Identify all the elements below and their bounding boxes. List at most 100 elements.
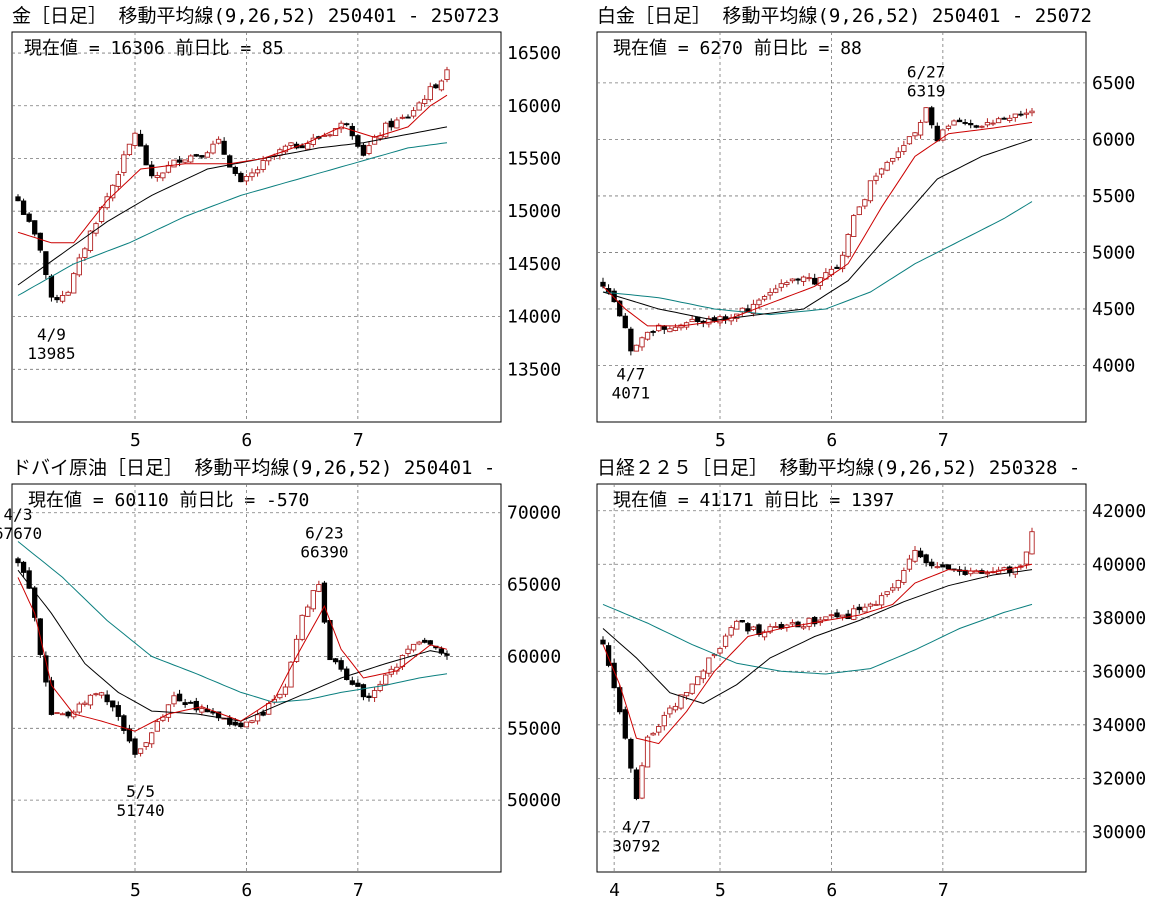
- y-tick-label: 65000: [507, 575, 561, 596]
- candle-body: [232, 166, 238, 174]
- candle-body: [20, 200, 27, 215]
- annotation-date: 5/5: [126, 782, 155, 801]
- moving-averages: [17, 541, 448, 732]
- annotation-value: 51740: [116, 801, 164, 820]
- annotation-value: 13985: [27, 344, 75, 363]
- candle-body: [332, 128, 339, 137]
- candle-body: [912, 132, 918, 137]
- candle-body: [873, 603, 879, 606]
- candle-body: [438, 648, 445, 654]
- candle-body: [121, 154, 127, 173]
- candle-body: [934, 566, 940, 569]
- candle-body: [188, 155, 194, 163]
- candle-body: [984, 572, 991, 575]
- moving-average-ma26: [17, 569, 448, 722]
- candle-body: [1029, 531, 1035, 555]
- moving-average-ma26: [602, 569, 1033, 704]
- candle-body: [845, 234, 851, 257]
- candle-body: [1023, 112, 1030, 115]
- candle-body: [71, 273, 77, 294]
- candle-body: [327, 620, 333, 661]
- candle-body: [1023, 551, 1030, 565]
- candle-body: [154, 721, 160, 732]
- moving-average-ma9: [602, 563, 1033, 745]
- candle-body: [93, 693, 99, 696]
- x-tick-label: 6: [241, 430, 252, 451]
- candle-body: [862, 199, 868, 207]
- candle-body: [104, 694, 110, 703]
- candle-body: [427, 86, 433, 101]
- candle-body: [182, 702, 188, 706]
- y-axis-ticks: 50000 55000 60000 65000 70000: [507, 503, 561, 811]
- candle-body: [59, 713, 66, 716]
- candle-body: [82, 702, 88, 705]
- chart-title: ドバイ原油［日足］ 移動平均線(9,26,52) 250401 -: [12, 457, 495, 479]
- candle-body: [366, 145, 372, 154]
- candle-body: [756, 624, 762, 635]
- candle-body: [951, 120, 957, 126]
- candle-body: [800, 626, 807, 629]
- candle-body: [890, 157, 896, 162]
- y-tick-label: 14000: [507, 307, 561, 328]
- candle-body: [806, 617, 812, 627]
- candle-body: [249, 720, 255, 723]
- candle-body: [945, 125, 952, 129]
- candle-body: [132, 132, 138, 146]
- candle-body: [126, 143, 133, 156]
- candle-body: [360, 684, 367, 698]
- candle-body: [689, 318, 695, 323]
- candle-body: [862, 606, 868, 613]
- candle-body: [917, 550, 924, 558]
- candle-body: [661, 714, 667, 727]
- candle-body: [695, 316, 701, 322]
- y-tick-label: 50000: [507, 790, 561, 811]
- y-tick-label: 36000: [1092, 661, 1146, 682]
- candle-body: [851, 608, 857, 620]
- y-tick-label: 16000: [507, 96, 561, 117]
- candle-body: [221, 140, 227, 155]
- candle-body: [405, 648, 411, 654]
- candle-body: [834, 266, 840, 269]
- candle-body: [260, 711, 266, 716]
- candle-body: [43, 251, 49, 275]
- candle-body: [277, 693, 283, 699]
- moving-average-ma52: [602, 201, 1033, 316]
- candle-body: [249, 172, 255, 178]
- y-tick-label: 70000: [507, 503, 561, 524]
- candle-body: [371, 690, 378, 698]
- y-tick-label: 30000: [1092, 822, 1146, 843]
- candle-body: [110, 700, 116, 708]
- y-axis-ticks: 4000 4500 5000 5500 6000 6500: [1092, 73, 1135, 377]
- candle-body: [678, 324, 684, 329]
- candle-body: [293, 638, 300, 662]
- candle-body: [1012, 113, 1018, 119]
- candle-body: [416, 641, 422, 645]
- x-tick-label: 5: [715, 430, 726, 451]
- y-tick-label: 38000: [1092, 608, 1146, 629]
- candle-body: [600, 639, 606, 645]
- candle-body: [700, 670, 706, 680]
- candle-body: [149, 732, 155, 745]
- plot-frame: [11, 483, 502, 873]
- candle-body: [795, 621, 801, 628]
- candle-body: [617, 300, 623, 317]
- candle-body: [605, 645, 612, 666]
- grid: [597, 32, 1086, 422]
- candle-body: [176, 693, 183, 702]
- candle-body: [26, 213, 32, 222]
- candle-body: [410, 643, 417, 651]
- candle-body: [650, 732, 656, 736]
- candle-body: [934, 125, 940, 142]
- candle-body: [65, 711, 71, 717]
- candle-body: [160, 172, 166, 179]
- current-value-label: 現在値 = 6270 前日比 = 88: [613, 38, 862, 59]
- candle-body: [734, 620, 740, 630]
- candle-body: [878, 168, 885, 175]
- candle-body: [878, 595, 885, 606]
- candle-body: [360, 144, 367, 156]
- x-tick-label: 4: [609, 880, 620, 901]
- candle-body: [773, 626, 779, 628]
- candlestick-chart-dubai-crude: ドバイ原油［日足］ 移動平均線(9,26,52) 250401 - 現在値 = …: [0, 457, 561, 901]
- candles: [600, 527, 1035, 801]
